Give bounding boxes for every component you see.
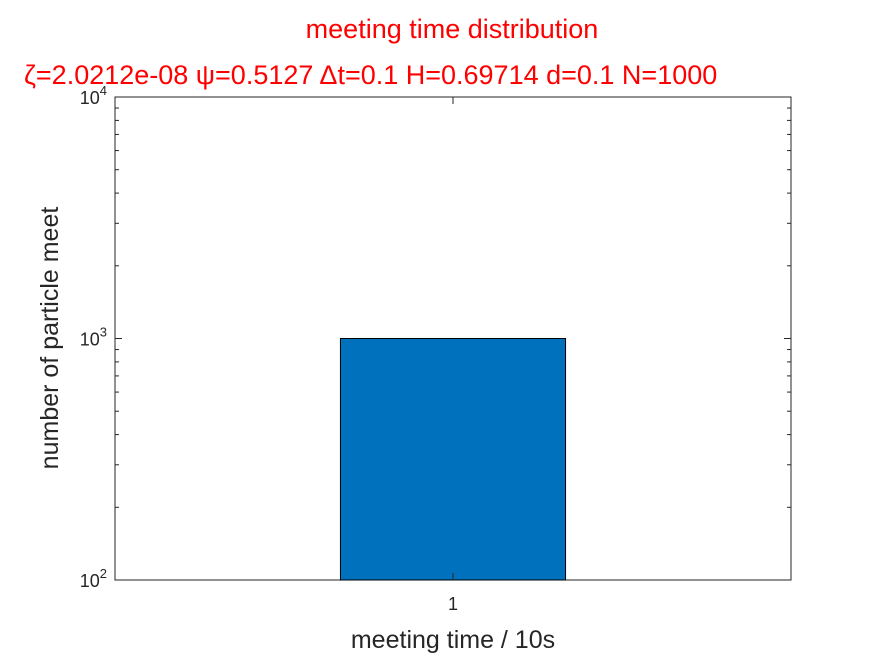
x-axis-label: meeting time / 10s xyxy=(351,626,555,654)
y-tick-label: 103 xyxy=(80,325,107,350)
x-tick-label: 1 xyxy=(448,594,458,614)
bars-layer xyxy=(339,338,567,581)
y-tick-label: 102 xyxy=(80,566,107,591)
bar-1 xyxy=(339,338,567,581)
ticks-layer: 1 102 103 104 xyxy=(80,83,791,614)
y-tick-label: 104 xyxy=(80,83,107,108)
chart-subtitle: ζ=2.0212e-08 ψ=0.5127 Δt=0.1 H=0.69714 d… xyxy=(24,60,717,90)
y-axis-label: number of particle meet xyxy=(36,207,64,470)
chart-title: meeting time distribution xyxy=(306,14,599,44)
